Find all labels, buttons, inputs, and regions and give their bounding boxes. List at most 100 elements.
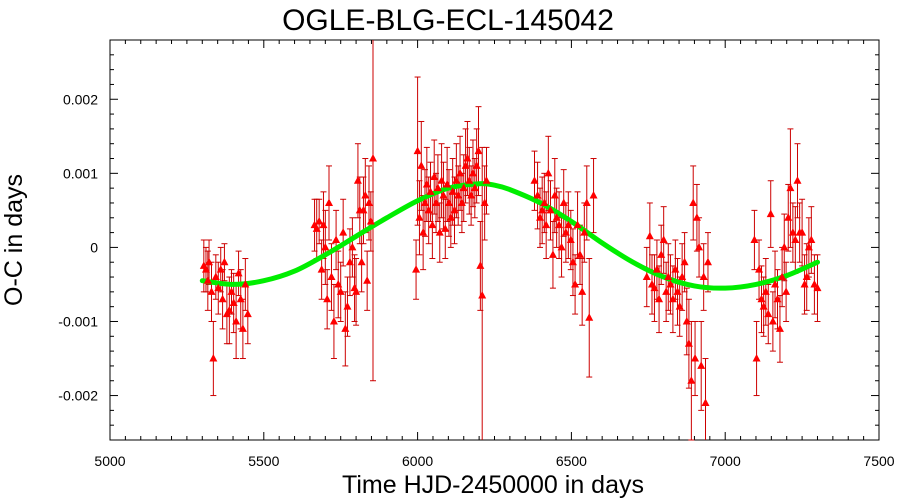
data-point xyxy=(454,191,463,199)
data-point xyxy=(664,272,673,281)
data-point xyxy=(327,272,336,281)
data-point xyxy=(699,272,708,281)
data-point xyxy=(668,294,677,303)
data-point xyxy=(682,316,691,325)
x-tick-label: 5000 xyxy=(94,453,125,469)
x-axis-label: Time HJD-2450000 in days xyxy=(342,471,644,499)
data-point xyxy=(657,250,666,258)
data-point xyxy=(234,268,243,277)
data-point xyxy=(671,265,680,273)
data-point xyxy=(585,313,594,321)
x-tick-label: 6500 xyxy=(556,453,587,469)
data-point xyxy=(470,183,479,192)
data-point xyxy=(793,176,802,184)
data-point xyxy=(576,250,585,258)
data-point xyxy=(546,205,555,214)
data-point xyxy=(232,316,241,325)
data-point xyxy=(555,220,564,229)
error-bars xyxy=(200,40,821,441)
data-point xyxy=(474,146,483,155)
data-point xyxy=(655,294,664,303)
y-tick-label: 0.001 xyxy=(63,165,98,181)
data-point xyxy=(216,265,225,273)
data-point xyxy=(810,279,819,288)
data-point xyxy=(798,228,807,236)
x-ticks: 5000 5500 6000 6500 7000 7500 xyxy=(94,40,895,469)
x-tick-label: 7000 xyxy=(710,453,741,469)
data-point xyxy=(361,191,370,199)
data-point xyxy=(755,265,764,273)
data-point xyxy=(332,235,341,243)
y-axis-label: O-C in days xyxy=(0,174,28,306)
data-point xyxy=(782,287,791,295)
data-point xyxy=(566,235,575,243)
data-point xyxy=(334,279,343,288)
data-point xyxy=(650,283,659,292)
data-point xyxy=(472,161,481,169)
data-point xyxy=(775,324,784,332)
data-point xyxy=(559,198,568,206)
data-point xyxy=(771,279,780,288)
data-point xyxy=(366,216,375,225)
data-point xyxy=(697,361,706,369)
y-tick-label: -0.002 xyxy=(58,388,98,404)
data-point xyxy=(325,198,334,206)
data-point xyxy=(666,279,675,288)
fit-curve-group xyxy=(199,181,820,291)
data-point xyxy=(461,161,470,169)
data-point xyxy=(207,287,216,295)
data-point xyxy=(225,305,234,314)
data-point xyxy=(788,228,797,236)
data-point xyxy=(220,257,229,266)
data-point xyxy=(530,176,539,184)
data-point xyxy=(480,198,489,206)
data-point xyxy=(687,376,696,384)
data-point xyxy=(675,302,684,310)
data-point xyxy=(422,179,431,188)
data-point xyxy=(443,179,452,188)
data-point xyxy=(229,298,238,306)
data-point xyxy=(589,191,598,199)
data-point xyxy=(689,198,698,206)
data-point xyxy=(415,213,424,221)
data-point xyxy=(359,205,368,214)
data-point xyxy=(684,339,693,347)
data-point xyxy=(457,198,466,206)
data-point xyxy=(703,257,712,266)
data-point xyxy=(465,176,474,184)
data-point xyxy=(568,257,577,266)
data-point xyxy=(780,242,789,251)
data-point xyxy=(348,242,357,251)
data-point xyxy=(538,205,547,214)
data-points xyxy=(199,146,822,406)
data-point xyxy=(352,287,361,295)
data-point xyxy=(673,287,682,295)
x-tick-label: 7500 xyxy=(863,453,894,469)
data-point xyxy=(550,191,559,199)
data-point xyxy=(536,213,545,221)
data-point xyxy=(236,294,245,303)
data-point xyxy=(412,265,421,273)
data-point xyxy=(214,283,223,292)
data-point xyxy=(582,198,591,206)
data-point xyxy=(478,291,487,299)
x-tick-label: 5500 xyxy=(248,453,279,469)
data-point xyxy=(428,220,437,229)
data-point xyxy=(446,213,455,221)
y-tick-label: 0.002 xyxy=(63,91,98,107)
data-point xyxy=(363,276,372,284)
data-point xyxy=(580,228,589,236)
data-point xyxy=(552,213,561,221)
data-point xyxy=(764,309,773,318)
data-point xyxy=(345,257,354,266)
data-point xyxy=(645,231,654,240)
data-point xyxy=(203,276,212,284)
data-point xyxy=(450,205,459,214)
data-point xyxy=(680,257,689,266)
data-point xyxy=(323,294,332,303)
data-point xyxy=(757,294,766,303)
data-point xyxy=(238,324,247,332)
data-point xyxy=(368,154,377,162)
data-point xyxy=(341,324,350,332)
data-point xyxy=(439,191,448,199)
